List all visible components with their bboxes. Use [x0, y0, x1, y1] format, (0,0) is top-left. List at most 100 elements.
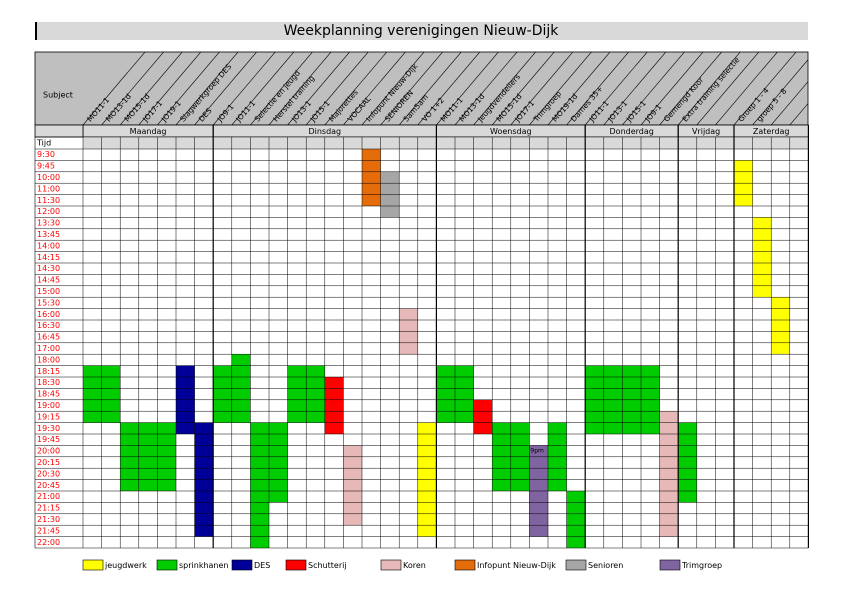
- header-diagonal: [119, 52, 183, 125]
- time-label: 20:30: [37, 469, 60, 478]
- legend-swatch: [565, 559, 587, 571]
- time-label: 20:00: [37, 447, 60, 456]
- time-label: 16:00: [37, 310, 60, 319]
- activity-block: [306, 365, 325, 423]
- header-diagonal: [250, 52, 313, 125]
- header-diagonal: [827, 52, 842, 125]
- time-label: 14:30: [37, 264, 60, 273]
- header-diagonal: [752, 59, 808, 125]
- activity-block: [250, 422, 269, 548]
- time-label: 9:30: [37, 150, 55, 159]
- header-diagonal: [157, 52, 220, 125]
- header-diagonal: [491, 52, 555, 125]
- title-bar: [35, 22, 808, 40]
- legend-label: DES: [254, 561, 270, 570]
- activity-block: [213, 365, 232, 423]
- header-diagonal: [361, 52, 425, 125]
- tijd-row: [83, 137, 809, 149]
- subject-label: Subject: [43, 91, 73, 100]
- activity-block: [752, 217, 772, 298]
- time-label: 18:45: [37, 390, 60, 399]
- activity-block: [343, 445, 362, 526]
- time-label: 18:30: [37, 378, 60, 387]
- legend-swatch: [659, 559, 681, 571]
- time-label: 19:00: [37, 401, 60, 410]
- header-diagonal: [287, 52, 350, 125]
- time-label: 14:15: [37, 253, 60, 262]
- header-diagonal: [101, 52, 164, 125]
- header-diagonal: [454, 52, 518, 125]
- time-label: 18:15: [37, 367, 60, 376]
- header-diagonal: [324, 52, 388, 125]
- time-label: 16:45: [37, 333, 60, 342]
- activity-block: [455, 365, 474, 423]
- day-label: Dinsdag: [308, 127, 341, 136]
- time-label: 16:30: [37, 321, 60, 330]
- time-header: [34, 124, 84, 138]
- header-diagonal: [659, 52, 722, 125]
- time-label: 13:30: [37, 219, 60, 228]
- time-label: 22:00: [37, 538, 60, 547]
- day-label: Woensdag: [490, 127, 532, 136]
- header-diagonal: [789, 103, 808, 125]
- legend-label: Schutterij: [308, 561, 347, 570]
- title: Weekplanning verenigingen Nieuw-Dijk: [284, 23, 560, 39]
- time-label: 15:00: [37, 287, 60, 296]
- header-diagonal: [268, 52, 332, 125]
- day-label: Vrijdag: [692, 127, 720, 136]
- header-diagonal: [715, 52, 778, 125]
- activity-block: [473, 399, 493, 434]
- header-diagonal: [677, 52, 741, 125]
- time-label-header: Tijd: [36, 139, 51, 148]
- activity-block: [287, 365, 307, 423]
- header-diagonal: [529, 52, 592, 125]
- legend-swatch: [454, 559, 476, 571]
- time-label: 19:45: [37, 435, 60, 444]
- header-diagonal: [82, 52, 146, 125]
- header-diagonal: [510, 52, 574, 125]
- activity-block: [101, 365, 121, 423]
- annotation: 9pm: [530, 448, 544, 455]
- legend-label: sprinkhanen: [179, 561, 229, 570]
- time-label: 9:45: [37, 162, 55, 171]
- header-diagonal: [417, 52, 481, 125]
- time-label: 19:30: [37, 424, 60, 433]
- header-diagonal: [733, 52, 797, 125]
- header-diagonal: [547, 52, 611, 125]
- time-label: 20:45: [37, 481, 60, 490]
- time-label: 11:30: [37, 196, 60, 205]
- time-label: 14:45: [37, 276, 60, 285]
- legend-swatch: [380, 559, 402, 571]
- activity-block: [269, 422, 288, 503]
- header-diagonal: [696, 52, 760, 125]
- time-label: 21:30: [37, 515, 60, 524]
- header-diagonal: [138, 52, 202, 125]
- header-diagonal: [175, 52, 239, 125]
- activity-block: [566, 491, 586, 548]
- time-label: 13:45: [37, 230, 60, 239]
- activity-block: [83, 365, 102, 423]
- time-label: 20:15: [37, 458, 60, 467]
- header-diagonal: [212, 52, 276, 125]
- time-label: 18:00: [37, 355, 60, 364]
- activity-block: [771, 297, 790, 355]
- legend-swatch: [231, 559, 253, 571]
- header-diagonal: [770, 81, 808, 125]
- legend-label: Koren: [403, 561, 426, 570]
- header: [34, 51, 809, 126]
- header-diagonal: [584, 52, 648, 125]
- legend-label: jeugdwerk: [104, 561, 147, 570]
- header-diagonal: [603, 52, 667, 125]
- time-label: 21:45: [37, 526, 60, 535]
- header-diagonal: [398, 52, 462, 125]
- header-diagonal: [305, 52, 369, 125]
- day-label: Donderdag: [610, 127, 654, 136]
- header-diagonal: [808, 52, 842, 125]
- activity-block: [678, 422, 697, 503]
- day-label: Zaterdag: [753, 127, 790, 136]
- activity-block: [362, 149, 381, 206]
- time-label: 21:15: [37, 504, 60, 513]
- activity-block: [324, 377, 344, 434]
- header-diagonal: [436, 52, 499, 125]
